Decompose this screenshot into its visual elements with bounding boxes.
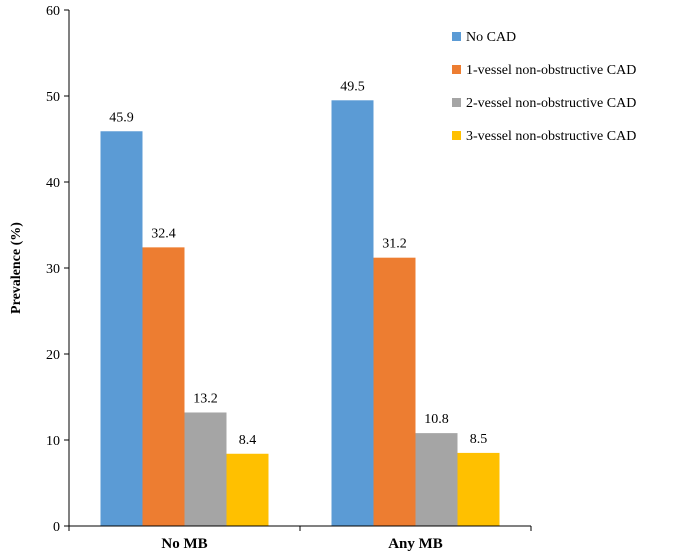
data-label: 49.5 — [340, 79, 365, 94]
y-tick-label: 40 — [46, 176, 60, 191]
y-tick-label: 0 — [53, 520, 60, 535]
data-label: 32.4 — [151, 226, 176, 241]
data-label: 31.2 — [382, 237, 407, 252]
legend: No CAD 1-vessel non-obstructive CAD 2-vess… — [452, 30, 636, 144]
legend-label: 1-vessel non-obstructive CAD — [466, 63, 636, 78]
data-label: 8.5 — [470, 432, 488, 447]
bar — [457, 452, 500, 526]
y-axis-title: Prevalence (%) — [9, 222, 24, 314]
y-tick-label: 10 — [46, 434, 60, 449]
bar — [331, 100, 374, 527]
bar — [100, 131, 143, 526]
y-tick-label: 50 — [46, 90, 60, 105]
legend-label: 2-vessel non-obstructive CAD — [466, 96, 636, 111]
legend-swatch — [452, 98, 461, 107]
data-labels-group: 45.9 32.4 13.2 8.4 49.5 31.2 10.8 8.5 — [109, 79, 487, 447]
bar — [142, 247, 185, 527]
legend-swatch — [452, 65, 461, 74]
legend-swatch — [452, 32, 461, 41]
legend-swatch — [452, 131, 461, 140]
x-categories-group: No MB Any MB — [68, 526, 532, 552]
bar — [184, 412, 227, 526]
bar — [226, 453, 269, 526]
data-label: 45.9 — [109, 110, 134, 125]
y-ticks-group: 0 10 20 30 40 50 60 — [46, 4, 69, 535]
y-tick-label: 20 — [46, 348, 60, 363]
category-label: No MB — [161, 536, 207, 552]
bar — [415, 433, 458, 526]
category-label: Any MB — [388, 536, 443, 552]
bars-group — [100, 100, 500, 527]
legend-label: No CAD — [466, 30, 516, 45]
y-tick-label: 30 — [46, 262, 60, 277]
data-label: 10.8 — [424, 412, 449, 427]
data-label: 13.2 — [193, 391, 218, 406]
y-tick-label: 60 — [46, 4, 60, 19]
data-label: 8.4 — [239, 433, 257, 448]
bar — [373, 257, 416, 526]
legend-label: 3-vessel non-obstructive CAD — [466, 129, 636, 144]
